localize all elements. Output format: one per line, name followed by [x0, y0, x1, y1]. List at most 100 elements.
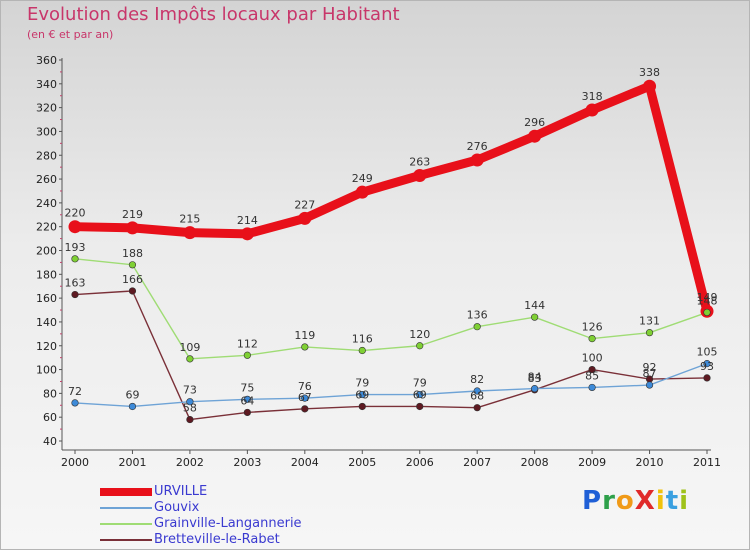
- value-labels: 163 166 58 64 67 69 69 68 83 100 92 93 193 188 109 112 1…: [65, 66, 718, 414]
- data-label-grainville-langannerie: 193: [65, 241, 86, 254]
- data-label-bretteville-le-rabet: 69: [355, 388, 369, 401]
- data-label-gouvix: 72: [68, 385, 82, 398]
- data-label-urville: 227: [294, 198, 315, 211]
- data-point-bretteville-le-rabet: [186, 415, 194, 424]
- data-label-bretteville-le-rabet: 69: [413, 388, 427, 401]
- x-tick-label: 2007: [463, 456, 491, 469]
- series-line-grainville-langannerie: [74, 258, 708, 360]
- data-label-bretteville-le-rabet: 93: [700, 360, 714, 373]
- logo-letter: i: [679, 486, 690, 516]
- legend-swatch: [100, 539, 152, 541]
- data-point-gouvix: [358, 390, 366, 399]
- data-point-gouvix: [71, 399, 79, 407]
- data-point-gouvix: [703, 360, 711, 368]
- y-tick-label: 300: [36, 125, 57, 138]
- y-tick-label: 120: [36, 340, 57, 353]
- x-tick-label: 2000: [61, 456, 89, 469]
- series-line-urville: [70, 81, 712, 316]
- legend-swatch: [100, 523, 152, 525]
- data-point-urville: [643, 79, 657, 93]
- logo-letter: r: [602, 486, 616, 516]
- data-point-grainville-langannerie: [531, 313, 539, 321]
- y-tick-label: 240: [36, 197, 57, 210]
- y-tick-label: 220: [36, 221, 57, 234]
- data-label-urville: 149: [697, 291, 718, 304]
- data-point-grainville-langannerie: [645, 329, 654, 337]
- data-label-bretteville-le-rabet: 83: [528, 372, 542, 385]
- y-tick-label: 80: [43, 387, 57, 400]
- data-point-grainville-langannerie: [301, 343, 309, 351]
- data-point-gouvix: [645, 381, 654, 389]
- data-label-grainville-langannerie: 116: [352, 333, 373, 346]
- data-point-urville: [470, 153, 484, 167]
- data-point-urville: [68, 220, 82, 234]
- logo-letter: i: [655, 486, 666, 516]
- data-label-gouvix: 79: [413, 377, 427, 390]
- data-label-urville: 220: [65, 207, 86, 220]
- data-point-gouvix: [186, 398, 194, 406]
- data-label-urville: 219: [122, 208, 143, 221]
- data-point-bretteville-le-rabet: [71, 290, 79, 299]
- x-tick-label: 2009: [578, 456, 606, 469]
- data-label-bretteville-le-rabet: 68: [470, 390, 484, 403]
- legend-swatch: [100, 488, 152, 496]
- data-point-bretteville-le-rabet: [128, 287, 137, 295]
- data-point-grainville-langannerie: [473, 323, 481, 331]
- data-point-urville: [240, 227, 254, 241]
- data-point-gouvix: [416, 390, 424, 399]
- data-label-grainville-langannerie: 144: [524, 299, 545, 312]
- chart-title: Evolution des Impôts locaux par Habitant: [27, 4, 400, 25]
- data-label-bretteville-le-rabet: 100: [582, 352, 603, 365]
- data-label-bretteville-le-rabet: 58: [183, 402, 197, 415]
- series-line-gouvix: [74, 362, 708, 408]
- data-label-urville: 214: [237, 214, 258, 227]
- data-point-bretteville-le-rabet: [416, 402, 424, 411]
- logo-letter: t: [665, 486, 680, 516]
- data-label-gouvix: 105: [697, 346, 718, 359]
- data-point-grainville-langannerie: [588, 335, 596, 343]
- chart-subtitle: (en € et par an): [27, 28, 114, 41]
- series-line-bretteville-le-rabet: [74, 290, 708, 421]
- data-label-urville: 338: [639, 66, 660, 79]
- data-label-gouvix: 85: [585, 369, 599, 382]
- data-point-bretteville-le-rabet: [588, 365, 596, 374]
- x-tick-label: 2004: [291, 456, 319, 469]
- legend-label: Gouvix: [154, 500, 200, 515]
- legend-label: Bretteville-le-Rabet: [154, 532, 280, 547]
- data-point-bretteville-le-rabet: [243, 408, 251, 417]
- data-label-gouvix: 79: [355, 377, 369, 390]
- data-point-bretteville-le-rabet: [703, 374, 711, 382]
- data-point-grainville-langannerie: [243, 351, 251, 359]
- y-tick-label: 140: [36, 316, 57, 329]
- data-point-grainville-langannerie: [186, 355, 194, 363]
- x-tick-label: 2010: [636, 456, 664, 469]
- data-label-gouvix: 76: [298, 380, 312, 393]
- logo-letter: X: [634, 486, 656, 516]
- legend-swatch: [100, 507, 152, 509]
- series-layer: [68, 79, 714, 424]
- data-label-gouvix: 73: [183, 384, 197, 397]
- data-label-urville: 215: [179, 213, 200, 226]
- data-label-grainville-langannerie: 148: [697, 294, 718, 307]
- data-label-bretteville-le-rabet: 92: [643, 361, 657, 374]
- y-tick-label: 100: [36, 364, 57, 377]
- data-label-grainville-langannerie: 136: [467, 309, 488, 322]
- data-point-bretteville-le-rabet: [301, 405, 309, 413]
- data-point-gouvix: [473, 387, 481, 395]
- y-tick-label: 340: [36, 78, 57, 91]
- legend-label: Grainville-Langannerie: [154, 516, 302, 531]
- data-label-grainville-langannerie: 131: [639, 315, 660, 328]
- data-label-gouvix: 75: [240, 381, 254, 394]
- logo-letter: P: [582, 486, 603, 516]
- data-label-bretteville-le-rabet: 67: [298, 391, 312, 404]
- y-tick-label: 360: [36, 54, 57, 67]
- y-tick-label: 40: [43, 435, 57, 448]
- x-tick-label: 2006: [406, 456, 434, 469]
- data-label-urville: 318: [582, 90, 603, 103]
- data-label-grainville-langannerie: 119: [294, 329, 315, 342]
- legend-label: URVILLE: [154, 484, 208, 499]
- data-point-urville: [413, 168, 427, 182]
- y-tick-label: 180: [36, 268, 57, 281]
- data-point-urville: [585, 103, 599, 117]
